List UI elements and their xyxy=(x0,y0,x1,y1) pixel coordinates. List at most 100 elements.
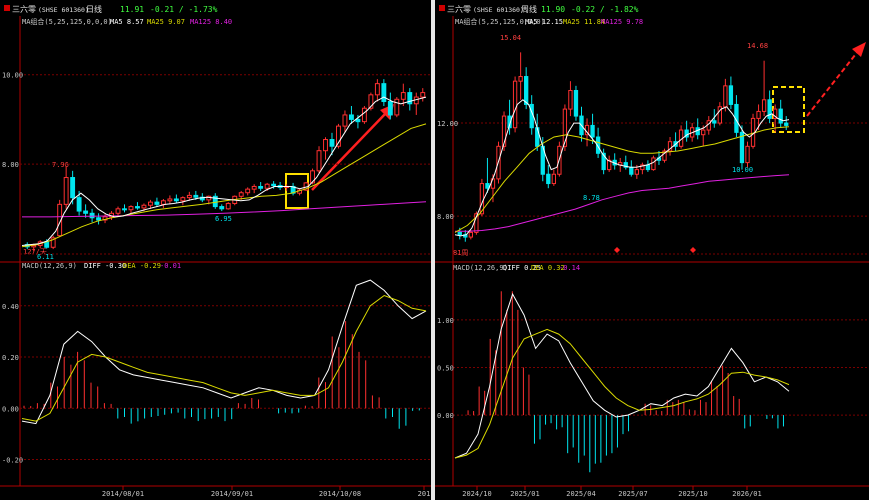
ma125-legend: MA125 8.40 xyxy=(190,18,232,26)
target-arrow-line[interactable] xyxy=(806,49,860,117)
candle-body xyxy=(219,206,225,210)
candle-body xyxy=(361,107,367,123)
candle-body xyxy=(518,76,523,82)
highlight-box[interactable] xyxy=(772,86,805,133)
ma25-line xyxy=(21,123,427,248)
candle-body xyxy=(96,217,102,221)
diff-legend: DIFF -0.30 xyxy=(84,262,126,270)
candle-body xyxy=(562,108,568,147)
candle-body xyxy=(728,85,734,105)
dea-line xyxy=(454,328,790,459)
menu-icon[interactable] xyxy=(439,5,445,11)
weekly-chart-panel[interactable]: 三六零 (SHSE 601360) 周线 11.90 -0.22 / -1.82… xyxy=(435,0,869,500)
ma5-legend: MA5 8.57 xyxy=(110,18,144,26)
candle-body xyxy=(568,89,573,110)
macd-legend-title: MACD(12,26,9) xyxy=(22,262,77,270)
weekly-chart-svg[interactable]: 三六零 (SHSE 601360) 周线 11.90 -0.22 / -1.82… xyxy=(435,0,869,500)
candle-body xyxy=(756,110,761,119)
annotation-high: 7.96 xyxy=(52,161,69,169)
price-tick-label: 12.00 xyxy=(437,120,458,128)
candle-body xyxy=(512,80,518,129)
trend-arrow-line[interactable] xyxy=(311,112,387,191)
candle-body xyxy=(701,129,706,136)
candle-body xyxy=(180,197,186,202)
daily-chart-svg[interactable]: 三六零 (SHSE 601360) 日线 11.91 -0.21 / -1.73… xyxy=(0,0,431,500)
annotation-low-1: 8.78 xyxy=(583,194,600,202)
candle-body xyxy=(667,141,673,152)
date-label: 2014/10/08 xyxy=(319,490,361,498)
candle-body xyxy=(761,99,767,112)
macd-tick-label: 0.40 xyxy=(2,303,19,311)
candle-body xyxy=(778,108,783,124)
candle-body xyxy=(206,195,212,201)
candle-body xyxy=(573,89,579,117)
annotation-high-1: 15.04 xyxy=(500,34,521,42)
price-change: -0.21 / -1.73% xyxy=(150,5,218,14)
candle-body xyxy=(193,194,199,198)
candle-body xyxy=(407,92,413,105)
highlight-box[interactable] xyxy=(285,173,309,209)
candle-body xyxy=(147,201,153,206)
candle-body xyxy=(739,131,745,164)
ma5-line xyxy=(454,99,790,237)
candle-body xyxy=(717,106,722,124)
candle-body xyxy=(186,194,192,199)
date-label: 2014/09/01 xyxy=(211,490,253,498)
stock-code: (SHSE 601360) xyxy=(473,6,524,14)
ma-legend-title: MA组合(5,25,125,0,0,0) xyxy=(22,17,112,26)
ma5-legend: MA5 12.15 xyxy=(525,18,563,26)
dea-legend: DEA 0.32 xyxy=(531,264,565,272)
candle-body xyxy=(590,124,595,138)
candle-body xyxy=(634,169,639,175)
ma25-legend: MA25 9.07 xyxy=(147,18,185,26)
diff-line xyxy=(21,279,427,425)
candle-body xyxy=(154,201,160,205)
last-price: 11.91 xyxy=(120,5,144,14)
dea-legend: DEA -0.29 xyxy=(123,262,161,270)
candle-body xyxy=(264,183,270,189)
candle-body xyxy=(89,212,95,219)
macd-tick-label: 0.00 xyxy=(2,405,19,413)
macd-tick-label: 1.00 xyxy=(437,317,454,325)
candle-body xyxy=(141,204,147,209)
candle-body xyxy=(745,145,750,164)
annotation-low: 6.95 xyxy=(215,215,232,223)
candle-body xyxy=(70,177,76,199)
date-label: 201 xyxy=(418,490,431,498)
annotation-low-2: 10.00 xyxy=(732,166,753,174)
candle-body xyxy=(684,129,689,138)
target-arrow-head xyxy=(852,42,866,57)
candle-body xyxy=(199,196,205,201)
candle-body xyxy=(167,198,173,202)
macd-tick-label: -0.20 xyxy=(2,457,23,465)
candle-body xyxy=(336,125,341,147)
candle-body xyxy=(595,136,601,154)
daily-chart-panel[interactable]: 三六零 (SHSE 601360) 日线 11.91 -0.21 / -1.73… xyxy=(0,0,431,500)
candle-body xyxy=(645,164,651,171)
candle-body xyxy=(485,183,490,189)
candle-body xyxy=(238,192,244,197)
last-price: 11.90 xyxy=(541,5,565,14)
candle-body xyxy=(348,114,354,120)
period-label[interactable]: 日线 xyxy=(86,4,102,14)
candle-body xyxy=(258,185,264,189)
macd-legend-title: MACD(12,26,9) xyxy=(453,264,508,272)
ma25-line xyxy=(454,126,790,233)
ma-legend-title: MA组合(5,25,125,0,0,0) xyxy=(455,17,545,26)
date-label: 2025/07 xyxy=(618,490,648,498)
candle-body xyxy=(245,188,251,194)
period-label[interactable]: 周线 xyxy=(521,4,537,14)
price-change: -0.22 / -1.82% xyxy=(571,5,639,14)
candle-body xyxy=(507,115,512,129)
candle-body xyxy=(310,170,315,184)
ma125-legend: MA125 9.78 xyxy=(601,18,643,26)
candle-body xyxy=(122,208,127,211)
candle-body xyxy=(76,197,82,212)
menu-icon[interactable] xyxy=(4,5,10,11)
date-label: 2025/04 xyxy=(566,490,596,498)
date-label: 2025/01 xyxy=(510,490,540,498)
candle-body xyxy=(501,115,507,147)
candle-body xyxy=(767,99,772,119)
candle-body xyxy=(135,206,140,209)
signal-marker xyxy=(614,247,620,253)
